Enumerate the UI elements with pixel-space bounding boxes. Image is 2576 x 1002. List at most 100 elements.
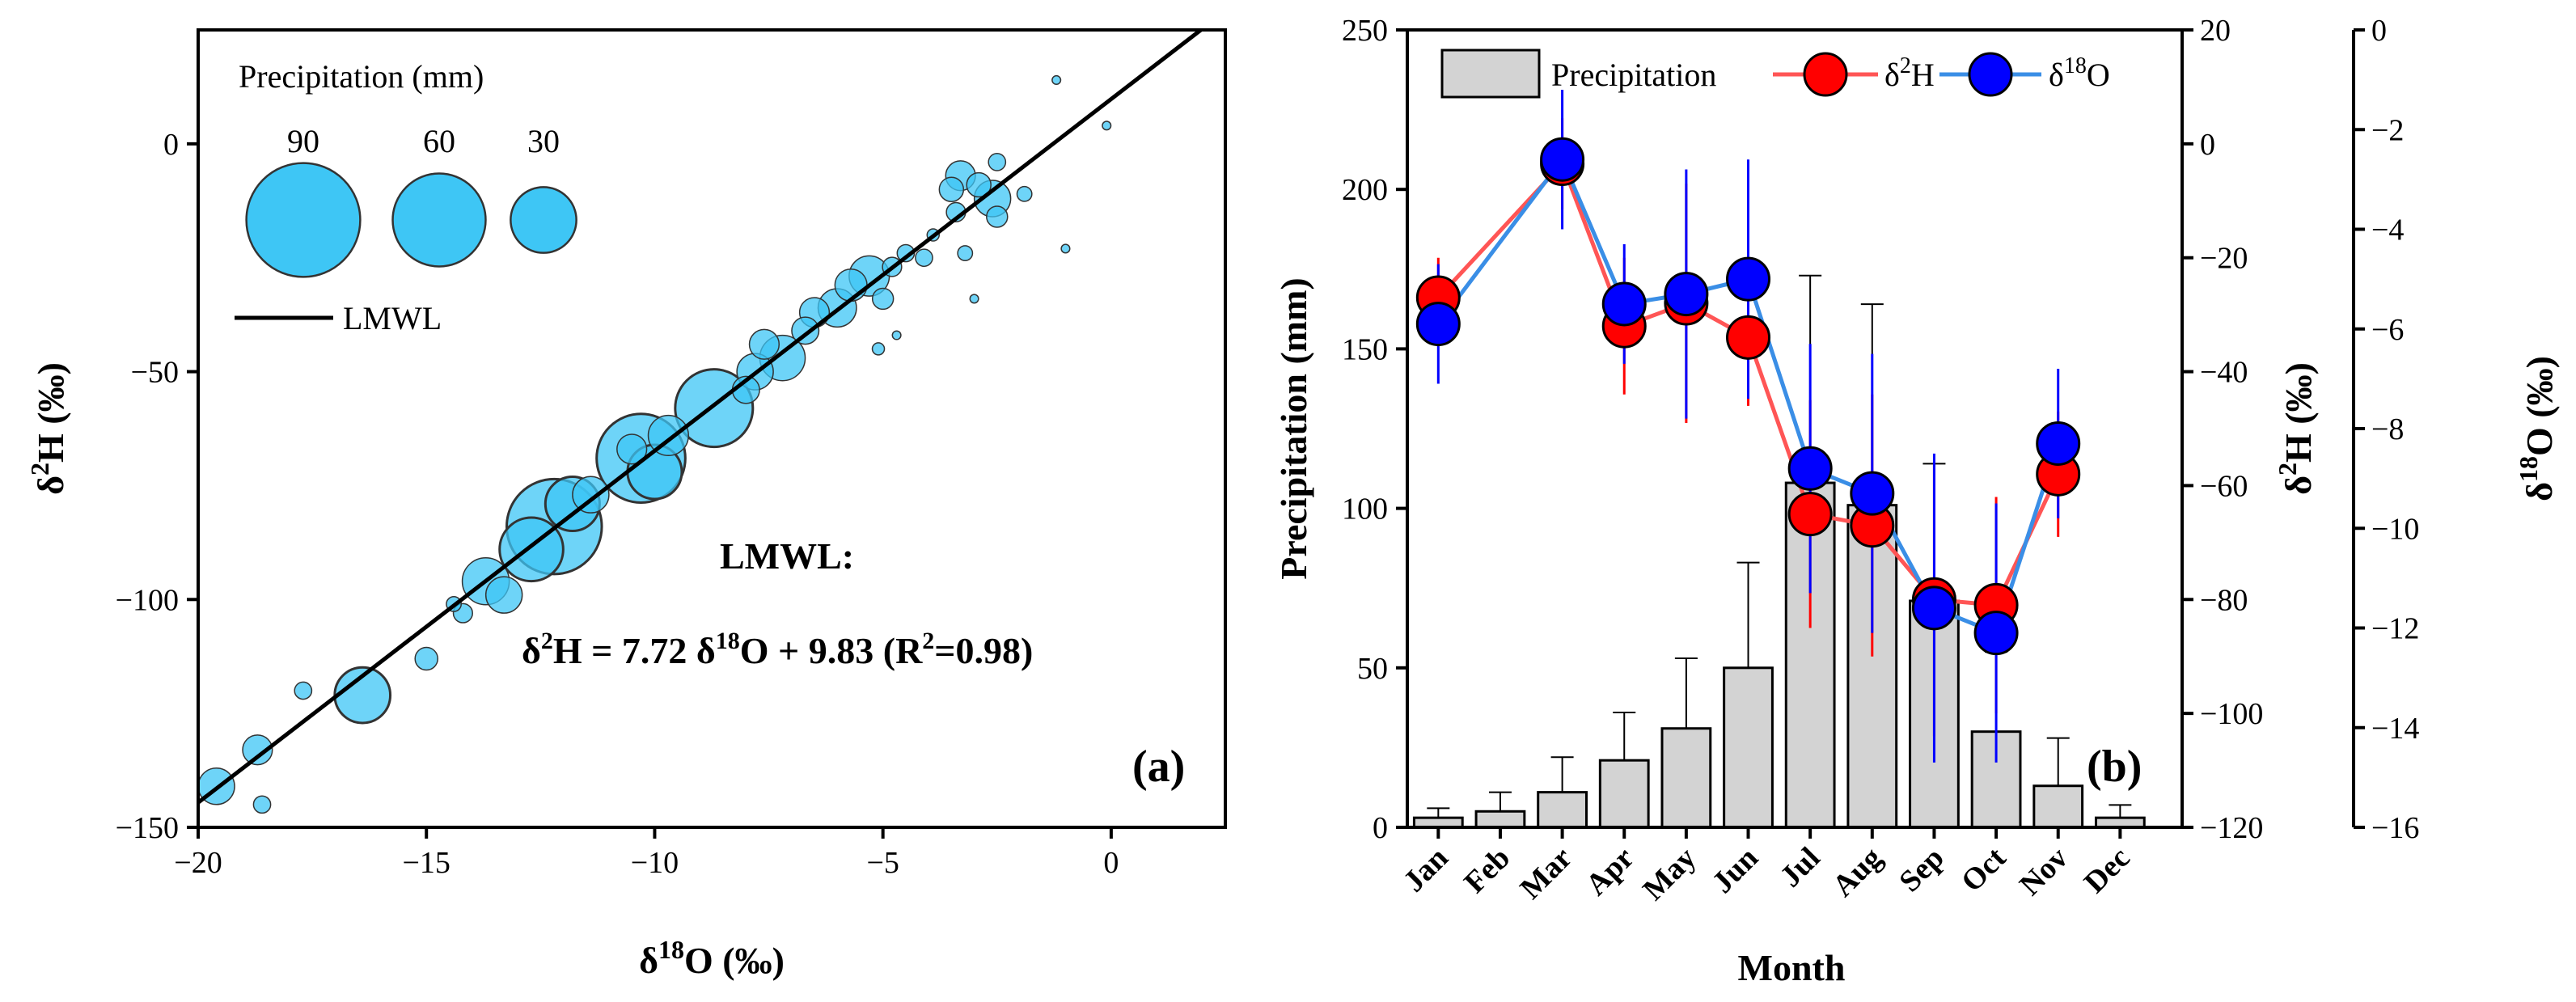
d18O-tick-label--8: −8 [2371,412,2404,446]
size-legend-bubble-90 [245,162,362,278]
y-tick-label--150: −150 [116,811,179,845]
d18O-marker-Jul [1787,446,1833,491]
data-point-13 [484,576,523,614]
precip-bar-Jun [1723,666,1774,829]
legend-d2H-label: δ2H [1884,53,1935,93]
d18O-marker-Sep [1911,586,1956,631]
data-point-46 [1102,120,1112,131]
lmwl-equation: δ2H = 7.72 δ18O + 9.83 (R2=0.98) [522,628,1033,671]
legend-d18O-marker [1968,52,2013,97]
data-point-43 [891,330,902,340]
isotope-line-layer [1415,89,2081,763]
panel-a-label: (a) [1132,742,1185,792]
lmwl-line [197,28,1203,805]
data-point-41 [871,342,886,356]
d2H-tick-label--80: −80 [2200,583,2248,617]
legend-d2H-marker [1803,52,1848,97]
panel-b-label: (b) [2087,742,2142,792]
d18O-tick-label-0: 0 [2371,14,2387,48]
x-tick-label--20: −20 [174,846,222,880]
precip-bar-Apr [1598,759,1650,829]
lmwl-line-layer [197,28,1203,805]
legend-d18O-label: δ18O [2049,53,2110,93]
precip-bar-layer [1412,274,2146,829]
size-legend-label-30: 30 [527,123,560,159]
size-legend-label-90: 90 [287,123,319,159]
d2H-line [1436,159,2060,607]
month-label-Oct: Oct [1955,840,2013,898]
month-label-Jul: Jul [1774,841,1827,894]
size-legend-title: Precipitation (mm) [239,58,484,95]
data-point-20 [748,328,780,360]
panel-a-frame [197,28,1227,829]
x-tick-label-0: 0 [1103,846,1119,880]
precip-bar-Feb [1474,810,1526,829]
d2H-tick-label--100: −100 [2200,697,2263,731]
d18O-marker-Mar [1540,137,1585,182]
size-legend-bubble-30 [510,186,577,254]
d18O-tick-label--16: −16 [2371,811,2419,845]
d18O-marker-Oct [1973,611,2019,656]
x-tick-label--15: −15 [403,846,450,880]
d18O-tick-label--12: −12 [2371,612,2419,646]
d18O-tick-label--2: −2 [2371,113,2404,147]
month-label-Feb: Feb [1457,841,1516,900]
d18O-tick-label--6: −6 [2371,313,2404,347]
precip-tick-label-250: 250 [1342,14,1388,48]
d18O-marker-Jan [1415,302,1461,347]
data-point-44 [1060,243,1071,254]
data-point-25 [938,176,965,202]
d18O-tick-label--10: −10 [2371,512,2419,546]
precip-bar-Nov [2032,784,2084,829]
data-point-34 [294,681,313,700]
d18O-marker-Apr [1601,281,1647,327]
month-label-May: May [1636,841,1703,907]
month-label-Sep: Sep [1893,841,1951,899]
precip-tick-label-150: 150 [1342,332,1388,366]
d2H-tick-label--20: −20 [2200,242,2248,276]
y-tick-label-0: 0 [163,128,179,162]
d2H-marker-Jun [1726,315,1771,360]
month-label-Aug: Aug [1826,841,1889,903]
month-label-Jun: Jun [1706,841,1765,900]
month-label-Dec: Dec [2078,841,2137,900]
d2H-tick-label--40: −40 [2200,356,2248,390]
month-label-Apr: Apr [1580,841,1641,903]
data-point-36 [915,248,933,268]
d18O-tick-label--4: −4 [2371,214,2404,247]
precip-tick-label-50: 50 [1357,652,1388,686]
d18O-line [1436,155,2061,636]
data-point-18 [242,734,273,766]
panel-b-frame [1406,28,2184,829]
d2H-tick-label--60: −60 [2200,469,2248,503]
precip-tick-label-100: 100 [1342,493,1388,526]
d18O-marker-Nov [2036,421,2081,466]
y-tick-label--50: −50 [131,356,179,390]
month-label-Nov: Nov [2013,841,2075,903]
y-tick-label--100: −100 [116,583,179,617]
precip-bar-May [1660,727,1712,829]
month-label-Mar: Mar [1514,841,1580,907]
data-point-39 [957,245,974,262]
d2H-tick-label-0: 0 [2200,128,2215,162]
data-point-28 [871,287,895,311]
month-label-Jan: Jan [1397,841,1455,899]
d18O-marker-Jun [1726,256,1771,302]
d2H-tick-label-20: 20 [2200,14,2231,48]
size-legend-label-60: 60 [423,123,455,159]
lmwl-legend-label: LMWL [343,300,442,336]
data-point-37 [988,153,1007,171]
panel-b-ylabel-left: Precipitation (mm) [1273,277,1314,579]
data-point-17 [834,268,868,302]
d18O-marker-Aug [1850,471,1895,516]
panel-a-ylabel: δ2H (‰) [25,362,71,495]
data-point-29 [986,205,1009,228]
data-point-40 [1016,185,1033,202]
data-point-26 [966,171,992,198]
data-point-19 [616,433,648,465]
precip-tick-label-200: 200 [1342,173,1388,207]
panel-a-scatter: −20 −15 −10 −5 0−150−100−500 Precipitation (… [25,28,1227,981]
d18O-tick-label--14: −14 [2371,712,2419,746]
